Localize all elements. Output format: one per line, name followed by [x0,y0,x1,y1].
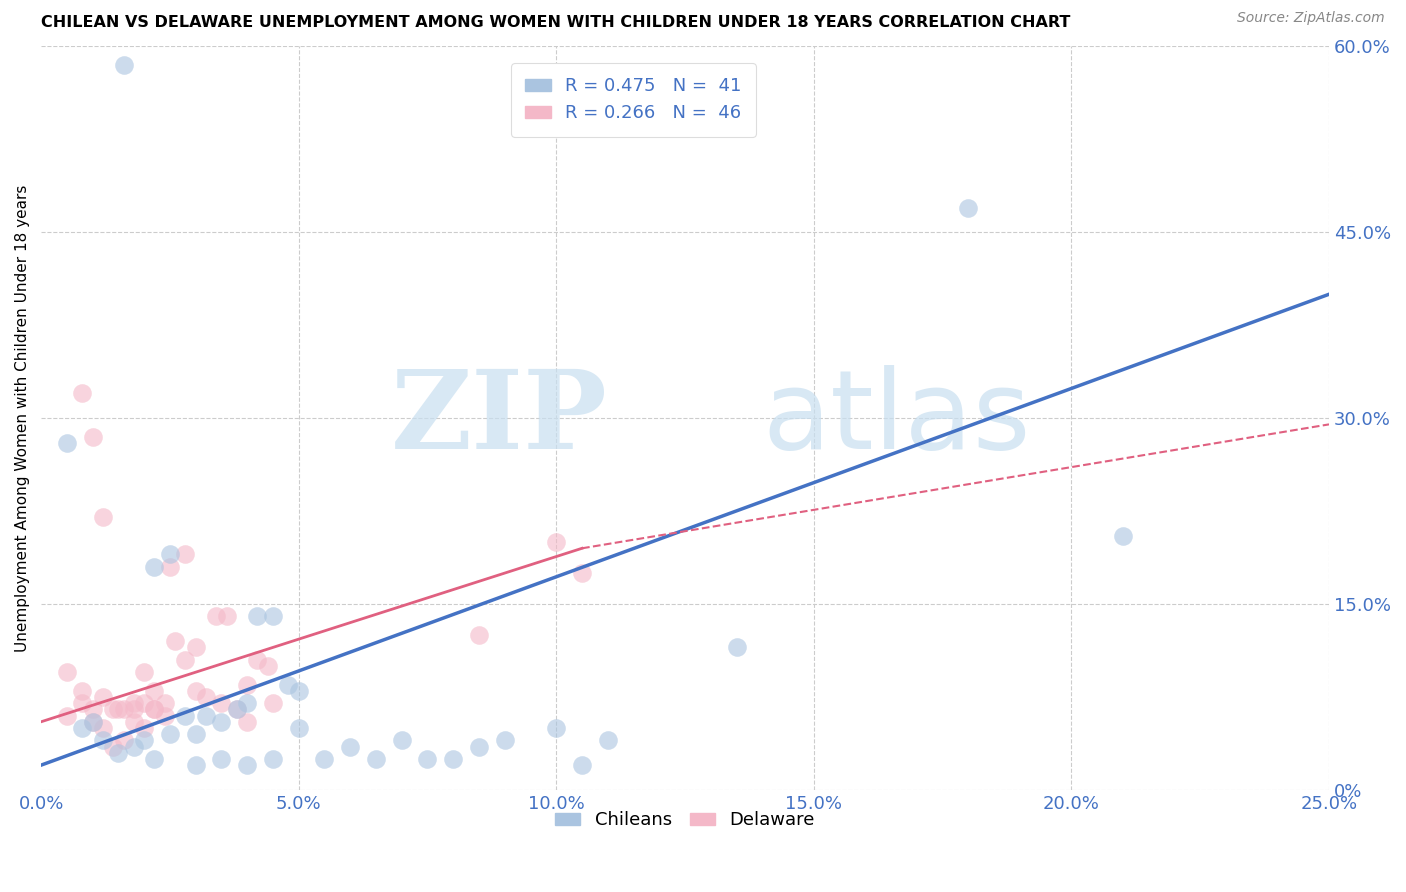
Point [82,714,104,729]
Point [143,683,166,698]
Point [246,653,269,667]
Point [122,714,145,729]
Point [236,696,259,710]
Point [143,560,166,574]
Point [209,696,232,710]
Point [571,566,593,580]
Text: CHILEAN VS DELAWARE UNEMPLOYMENT AMONG WOMEN WITH CHILDREN UNDER 18 YEARS CORREL: CHILEAN VS DELAWARE UNEMPLOYMENT AMONG W… [41,15,1070,30]
Point [441,752,464,766]
Point [159,727,181,741]
Point [194,708,217,723]
Point [256,659,278,673]
Point [1112,529,1135,543]
Point [153,708,176,723]
Point [262,609,284,624]
Point [236,758,259,772]
Point [277,677,299,691]
Point [143,752,166,766]
Point [339,739,361,754]
Point [174,548,197,562]
Point [468,739,491,754]
Point [236,677,259,691]
Point [143,702,166,716]
Point [82,702,104,716]
Point [153,696,176,710]
Point [159,548,181,562]
Point [159,560,181,574]
Text: atlas: atlas [762,365,1031,472]
Point [103,702,125,716]
Point [103,739,125,754]
Point [184,640,207,655]
Point [143,702,166,716]
Point [165,634,187,648]
Point [91,510,114,524]
Point [246,609,269,624]
Point [134,696,156,710]
Point [91,690,114,704]
Text: Source: ZipAtlas.com: Source: ZipAtlas.com [1237,11,1385,25]
Point [134,733,156,747]
Point [596,733,619,747]
Point [314,752,336,766]
Point [494,733,516,747]
Point [209,714,232,729]
Point [225,702,247,716]
Point [391,733,413,747]
Point [209,752,232,766]
Point [957,201,980,215]
Point [174,708,197,723]
Point [56,665,79,680]
Point [416,752,439,766]
Point [546,721,568,735]
Point [107,746,129,760]
Point [72,696,94,710]
Point [205,609,228,624]
Point [107,702,129,716]
Point [91,721,114,735]
Point [72,683,94,698]
Point [122,702,145,716]
Point [184,683,207,698]
Point [72,386,94,401]
Point [112,58,135,72]
Point [184,727,207,741]
Point [82,714,104,729]
Point [82,430,104,444]
Point [134,665,156,680]
Point [225,702,247,716]
Point [56,436,79,450]
Point [236,714,259,729]
Point [468,628,491,642]
Point [194,690,217,704]
Legend: Chileans, Delaware: Chileans, Delaware [548,805,823,837]
Y-axis label: Unemployment Among Women with Children Under 18 years: Unemployment Among Women with Children U… [15,185,30,652]
Point [725,640,748,655]
Point [122,696,145,710]
Point [112,702,135,716]
Point [287,683,309,698]
Point [364,752,387,766]
Point [546,535,568,549]
Text: ZIP: ZIP [391,365,607,472]
Point [262,696,284,710]
Point [184,758,207,772]
Point [134,721,156,735]
Point [91,733,114,747]
Point [215,609,238,624]
Point [122,739,145,754]
Point [56,708,79,723]
Point [287,721,309,735]
Point [174,653,197,667]
Point [262,752,284,766]
Point [571,758,593,772]
Point [72,721,94,735]
Point [112,733,135,747]
